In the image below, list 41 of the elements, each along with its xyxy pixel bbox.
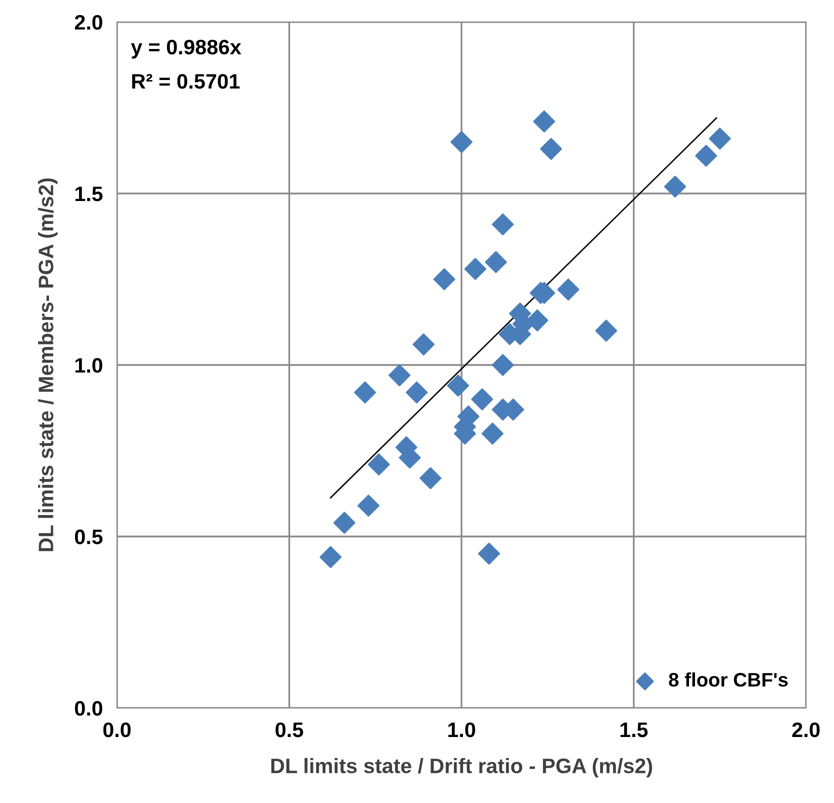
annotation: R² = 0.5701: [132, 74, 240, 89]
x-tick-label: 2.0: [792, 722, 820, 738]
y-tick-label: 0.5: [74, 530, 103, 544]
point: [406, 381, 428, 404]
point: [540, 138, 562, 160]
y-tick-label: 2.0: [74, 15, 102, 30]
point: [412, 333, 435, 356]
y-tick-label: 0.0: [74, 701, 102, 716]
point: [595, 320, 618, 342]
legend-label: 8 floor CBF's: [668, 672, 788, 687]
point: [478, 542, 500, 565]
point: [484, 251, 507, 274]
x-tick-label: 1.5: [620, 722, 648, 738]
point: [450, 131, 472, 154]
point: [492, 354, 514, 376]
y-axis-title: DL limits state / Members- PGA (m/s2): [38, 178, 58, 552]
point: [357, 494, 380, 517]
point: [664, 176, 686, 198]
point: [333, 512, 356, 534]
x-tick-label: 0.0: [103, 722, 131, 738]
point: [708, 128, 731, 150]
point: [420, 467, 442, 490]
point: [433, 268, 456, 290]
point: [368, 453, 390, 476]
point: [447, 374, 470, 397]
point: [388, 364, 410, 386]
point: [533, 110, 556, 132]
x-tick-label: 1.0: [448, 722, 476, 738]
point: [320, 546, 342, 568]
point: [464, 258, 486, 280]
point: [492, 213, 514, 236]
y-tick-label: 1.5: [75, 186, 103, 202]
annotation: y = 0.9886x: [130, 40, 242, 59]
point: [471, 388, 494, 410]
y-tick-label: 1.0: [75, 358, 102, 373]
point: [695, 144, 718, 167]
x-axis-title: DL limits state / Drift ratio - PGA (m/s2): [271, 758, 652, 778]
point: [354, 381, 376, 404]
point: [482, 422, 504, 445]
x-tick-label: 0.5: [276, 722, 304, 738]
point: [557, 278, 580, 301]
